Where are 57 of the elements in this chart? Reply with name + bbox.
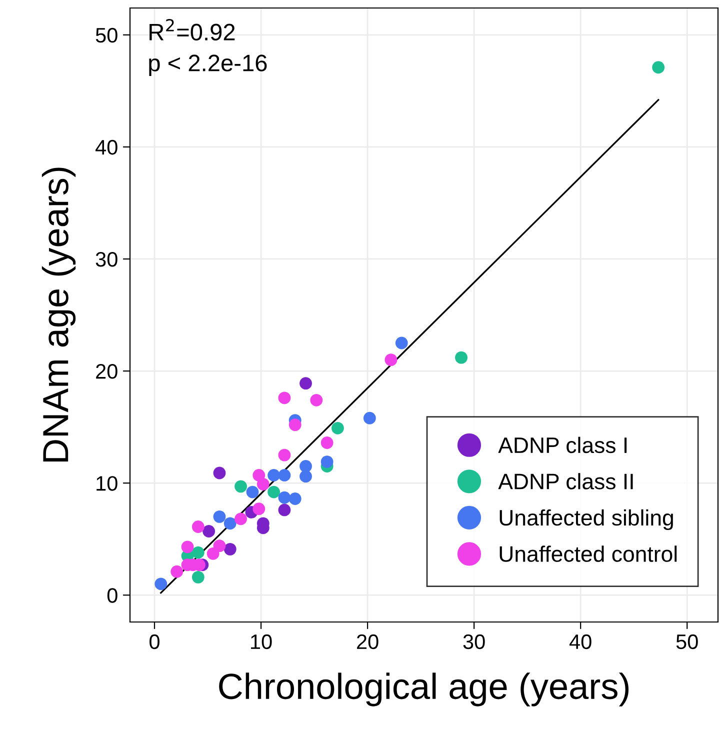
point [278,504,291,516]
legend-label: Unaffected control [500,546,677,562]
legend-label: ADNP class II [498,473,633,490]
point [192,520,204,533]
point [224,517,236,530]
y-axis-title: DNAm age (years) [42,168,76,462]
point [252,502,266,516]
x-tick-label: 40 [569,634,592,650]
point [288,492,302,505]
point [213,540,226,552]
x-axis-title: Chronological age (years) [219,672,629,706]
y-tick-label: 10 [96,476,118,491]
point [268,469,280,482]
point [154,578,168,590]
point [278,491,291,504]
point [213,510,226,523]
point [252,469,266,482]
point [278,392,291,404]
point [234,480,247,493]
point [278,448,291,462]
point [268,486,280,498]
point [332,422,344,434]
x-tick-label: 0 [150,634,160,650]
point [320,436,334,449]
point [395,336,408,350]
point [202,525,216,538]
point [363,412,376,424]
legend-label: Unaffected sibling [500,509,673,530]
point [213,466,226,480]
x-tick-label: 20 [357,634,378,650]
point [224,542,236,556]
point [234,512,247,526]
annotation: p < 2.2e-16 [149,54,267,76]
point [278,469,291,482]
point [192,546,204,559]
y-tick-label: 20 [96,364,118,379]
x-tick-label: 10 [251,634,272,650]
point [300,470,312,483]
annotation: R$^{2}$=0.92 [150,18,235,41]
y-tick-label: 0 [107,588,118,603]
x-tick-label: 50 [676,634,698,650]
point [320,456,334,468]
point [181,540,194,554]
point [192,570,204,584]
point [384,354,398,366]
legend-label: ADNP class I [498,436,627,454]
point [300,377,312,390]
point [170,565,184,578]
x-tick-label: 30 [463,634,485,650]
point [310,394,323,406]
point [455,351,468,364]
point [652,61,665,74]
point [288,418,302,432]
y-tick-label: 50 [96,28,118,43]
y-tick-label: 40 [96,140,118,155]
point [246,486,259,498]
y-tick-label: 30 [96,252,118,267]
